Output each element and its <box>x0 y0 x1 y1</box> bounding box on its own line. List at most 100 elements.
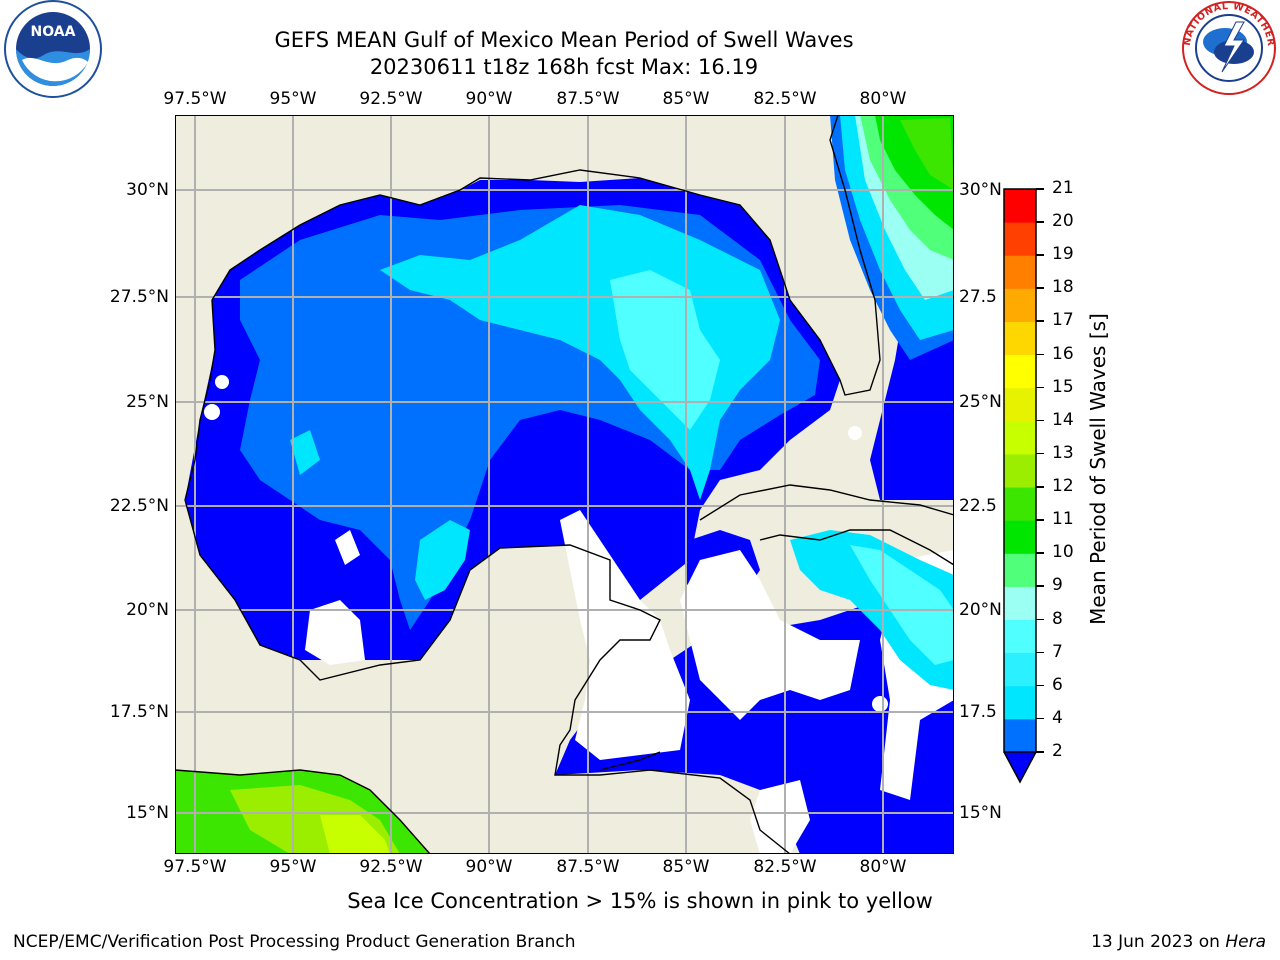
colorbar-tick-label: 17 <box>1052 310 1074 331</box>
colorbar-tick-label: 6 <box>1052 674 1063 695</box>
lon-label: 90°W <box>465 89 513 109</box>
colorbar <box>1003 188 1037 784</box>
lat-label: 17.5°N <box>109 702 169 722</box>
chart-title: GEFS MEAN Gulf of Mexico Mean Period of … <box>274 28 854 52</box>
colorbar-tick <box>1036 585 1044 587</box>
no-data-spot <box>848 426 862 440</box>
lon-label: 97.5°W <box>163 857 227 877</box>
map-panel <box>175 115 954 854</box>
colorbar-tick-label: 13 <box>1052 442 1074 463</box>
colorbar-tick-label: 15 <box>1052 376 1074 397</box>
credit-right: 13 Jun 2023 on Hera <box>1091 932 1266 952</box>
colorbar-tick-label: 4 <box>1052 707 1063 728</box>
colorbar-segment <box>1004 619 1036 654</box>
lon-label: 82.5°W <box>753 857 817 877</box>
colorbar-tick-label: 7 <box>1052 641 1063 662</box>
lon-label: 90°W <box>465 857 513 877</box>
colorbar-tick <box>1036 320 1044 322</box>
lon-label: 80°W <box>859 857 907 877</box>
gulf-swell-8-9s <box>610 270 720 430</box>
no-data-spot <box>204 404 220 420</box>
pacific-swell-14-15s <box>320 815 390 854</box>
colorbar-tick <box>1036 486 1044 488</box>
colorbar-tick <box>1036 519 1044 521</box>
colorbar-tick-label: 18 <box>1052 277 1074 298</box>
lon-label: 85°W <box>662 89 710 109</box>
lon-label: 87.5°W <box>556 857 620 877</box>
colorbar-tick <box>1036 287 1044 289</box>
colorbar-tick <box>1036 684 1044 687</box>
colorbar-segment <box>1004 354 1036 389</box>
lon-label: 87.5°W <box>556 89 620 109</box>
lat-label: 27.5°N <box>109 287 169 307</box>
lat-label: 22.5 <box>959 496 997 516</box>
colorbar-segment <box>1004 718 1036 753</box>
credit-date: 13 Jun 2023 on <box>1091 932 1226 952</box>
colorbar-tick <box>1036 751 1044 753</box>
colorbar-segment <box>1004 222 1036 256</box>
colorbar-tick <box>1036 353 1044 356</box>
colorbar-tick <box>1036 452 1044 455</box>
atlantic-swell-12-13s <box>900 118 954 190</box>
colorbar-tick <box>1036 651 1044 654</box>
lat-label: 20°N <box>959 600 1002 620</box>
credit-left: NCEP/EMC/Verification Post Processing Pr… <box>13 932 576 952</box>
lat-label: 15°N <box>959 803 1002 823</box>
coastline <box>175 115 954 854</box>
lon-label: 80°W <box>859 89 907 109</box>
colorbar-segment <box>1004 189 1036 223</box>
atlantic-swell-2-4s <box>870 330 954 500</box>
lat-label: 25°N <box>959 392 1002 412</box>
colorbar-tick-label: 8 <box>1052 608 1063 629</box>
lon-label: 97.5°W <box>163 89 227 109</box>
lat-label: 30°N <box>959 180 1002 200</box>
colorbar-tick-label: 11 <box>1052 509 1074 530</box>
no-data-patch <box>680 550 860 720</box>
colorbar-tick-label: 2 <box>1052 741 1063 761</box>
caribbean-swell-8-9s <box>850 545 954 665</box>
colorbar-tick <box>1036 254 1044 256</box>
no-data-patch <box>560 510 690 760</box>
colorbar-segment <box>1004 553 1036 587</box>
colorbar-tick <box>1036 552 1044 554</box>
colorbar-extend-min <box>1004 752 1036 782</box>
colorbar-segment <box>1004 685 1036 720</box>
colorbar-segment <box>1004 453 1036 488</box>
lat-label: 22.5°N <box>109 496 169 516</box>
colorbar-tick <box>1036 419 1044 422</box>
lon-label: 95°W <box>269 89 317 109</box>
lon-label: 92.5°W <box>359 89 423 109</box>
noaa-logo-text: NOAA <box>31 24 76 40</box>
no-data-patch <box>335 530 360 565</box>
gulf-swell-6-7s <box>380 205 780 500</box>
colorbar-tick-label: 19 <box>1052 244 1074 265</box>
credit-host: Hera <box>1225 932 1266 952</box>
colorbar-tick-label: 14 <box>1052 409 1074 430</box>
colorbar-tick-label: 12 <box>1052 476 1074 497</box>
colorbar-tick <box>1036 386 1044 389</box>
nws-logo: NATIONAL WEATHER SERVICE <box>1178 0 1276 95</box>
colorbar-segment <box>1004 586 1036 621</box>
colorbar-tick <box>1036 717 1044 720</box>
colorbar-segment <box>1004 487 1036 521</box>
colorbar-segment <box>1004 387 1036 422</box>
no-data-spot <box>872 696 888 712</box>
colorbar-segment <box>1004 520 1036 554</box>
colorbar-tick <box>1036 618 1044 621</box>
colorbar-tick <box>1036 188 1044 190</box>
lat-label: 30°N <box>126 180 169 200</box>
colorbar-title: Mean Period of Swell Waves [s] <box>1086 313 1110 625</box>
colorbar-segment <box>1004 321 1036 356</box>
lon-label: 85°W <box>662 857 710 877</box>
noaa-logo: NOAA <box>4 0 102 98</box>
colorbar-tick <box>1036 221 1044 223</box>
colorbar-segment <box>1004 255 1036 289</box>
colorbar-segment <box>1004 420 1036 455</box>
lat-label: 27.5 <box>959 287 997 307</box>
no-data-spot <box>215 375 229 389</box>
gulf-swell-6-7s <box>415 520 470 600</box>
lon-label: 92.5°W <box>359 857 423 877</box>
lat-label: 20°N <box>126 600 169 620</box>
colorbar-segment <box>1004 652 1036 687</box>
colorbar-tick-label: 21 <box>1052 178 1074 198</box>
